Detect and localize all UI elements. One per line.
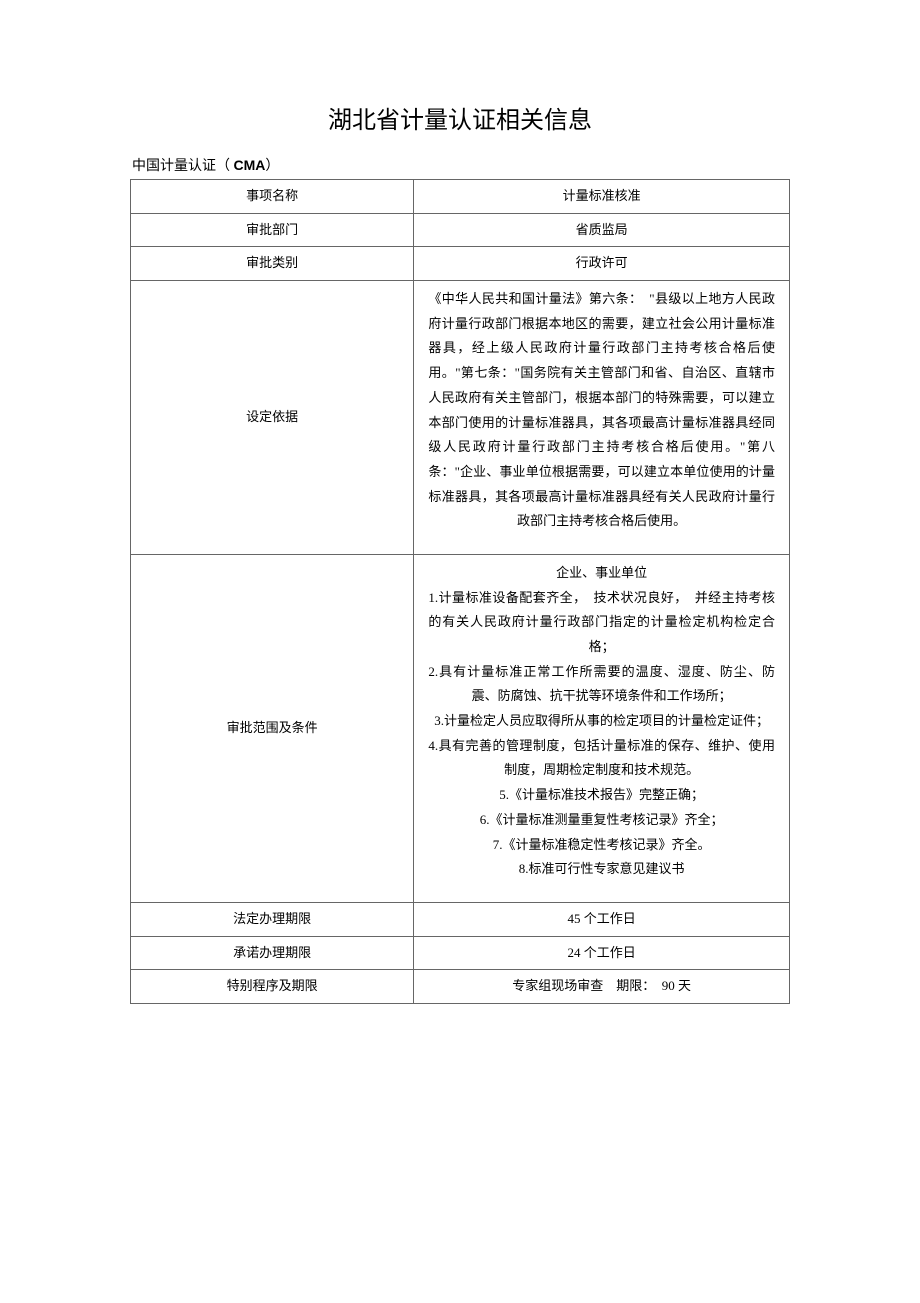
row-label: 承诺办理期限 — [131, 936, 414, 970]
row-value: 行政许可 — [414, 247, 790, 281]
scope-label: 审批范围及条件 — [131, 554, 414, 902]
table-row-scope: 审批范围及条件 企业、事业单位 1.计量标准设备配套齐全， 技术状况良好， 并经… — [131, 554, 790, 902]
subtitle-prefix: 中国计量认证（ — [132, 159, 234, 174]
document-subtitle: 中国计量认证（ CMA） — [130, 155, 790, 175]
table-row-basis: 设定依据 《中华人民共和国计量法》第六条： "县级以上地方人民政府计量行政部门根… — [131, 281, 790, 555]
subtitle-bold: CMA — [234, 157, 266, 173]
table-row: 特别程序及期限 专家组现场审查 期限： 90 天 — [131, 970, 790, 1004]
row-value: 专家组现场审查 期限： 90 天 — [414, 970, 790, 1004]
table-row: 事项名称 计量标准核准 — [131, 180, 790, 214]
table-row: 承诺办理期限 24 个工作日 — [131, 936, 790, 970]
table-row: 审批类别 行政许可 — [131, 247, 790, 281]
scope-item: 7.《计量标准稳定性考核记录》齐全。 — [428, 833, 775, 858]
row-label: 审批类别 — [131, 247, 414, 281]
scope-item: 8.标准可行性专家意见建议书 — [428, 857, 775, 882]
scope-header: 企业、事业单位 — [428, 561, 775, 586]
basis-text: 《中华人民共和国计量法》第六条： "县级以上地方人民政府计量行政部门根据本地区的… — [428, 287, 775, 534]
scope-item: 2.具有计量标准正常工作所需要的温度、湿度、防尘、防震、防腐蚀、抗干扰等环境条件… — [428, 660, 775, 709]
scope-item: 1.计量标准设备配套齐全， 技术状况良好， 并经主持考核的有关人民政府计量行政部… — [428, 586, 775, 660]
scope-item: 3.计量检定人员应取得所从事的检定项目的计量检定证件； — [428, 709, 775, 734]
basis-value: 《中华人民共和国计量法》第六条： "县级以上地方人民政府计量行政部门根据本地区的… — [414, 281, 790, 555]
row-label: 事项名称 — [131, 180, 414, 214]
info-table: 事项名称 计量标准核准 审批部门 省质监局 审批类别 行政许可 设定依据 《中华… — [130, 179, 790, 1004]
row-value: 45 个工作日 — [414, 902, 790, 936]
subtitle-suffix: ） — [265, 159, 279, 174]
scope-item: 5.《计量标准技术报告》完整正确； — [428, 783, 775, 808]
table-row: 法定办理期限 45 个工作日 — [131, 902, 790, 936]
row-label: 法定办理期限 — [131, 902, 414, 936]
row-value: 省质监局 — [414, 213, 790, 247]
scope-item: 6.《计量标准测量重复性考核记录》齐全； — [428, 808, 775, 833]
document-title: 湖北省计量认证相关信息 — [130, 100, 790, 135]
row-value: 计量标准核准 — [414, 180, 790, 214]
table-row: 审批部门 省质监局 — [131, 213, 790, 247]
row-label: 特别程序及期限 — [131, 970, 414, 1004]
basis-label: 设定依据 — [131, 281, 414, 555]
scope-value: 企业、事业单位 1.计量标准设备配套齐全， 技术状况良好， 并经主持考核的有关人… — [414, 554, 790, 902]
scope-item: 4.具有完善的管理制度，包括计量标准的保存、维护、使用制度，周期检定制度和技术规… — [428, 734, 775, 783]
row-label: 审批部门 — [131, 213, 414, 247]
row-value: 24 个工作日 — [414, 936, 790, 970]
